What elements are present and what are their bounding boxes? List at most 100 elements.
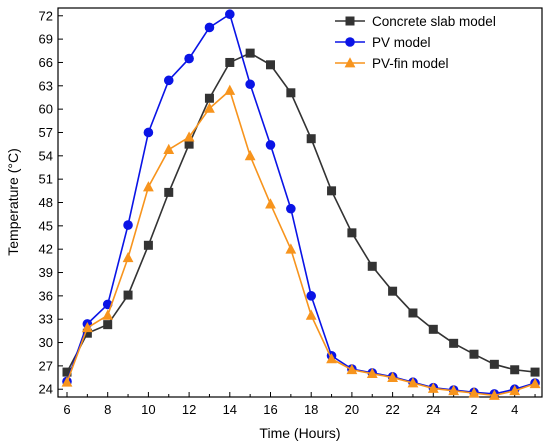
data-point (81, 321, 93, 333)
y-tick-label: 30 (39, 335, 53, 350)
data-point (123, 290, 133, 300)
data-point (449, 338, 459, 348)
y-tick-label: 42 (39, 242, 53, 257)
legend-item: PV model (335, 35, 431, 50)
x-tick-label: 2 (470, 402, 477, 417)
data-point (448, 384, 460, 396)
legend: Concrete slab model PV model PV-fin model (335, 14, 496, 71)
x-tick-label: 10 (141, 402, 155, 417)
y-tick-label: 51 (39, 172, 53, 187)
data-point (326, 353, 337, 364)
series-1 (62, 9, 540, 399)
data-point (367, 261, 377, 271)
data-point (266, 60, 275, 70)
series-line (66, 89, 536, 397)
data-point (245, 48, 255, 58)
legend-marker (344, 57, 356, 68)
y-tick-label: 33 (39, 312, 53, 327)
data-point (407, 377, 419, 388)
x-tick-label: 8 (104, 402, 111, 417)
data-point (388, 286, 398, 296)
y-tick-label: 36 (39, 288, 53, 303)
data-point (103, 320, 113, 330)
x-tick-label: 4 (511, 402, 518, 417)
x-tick-label: 22 (385, 402, 399, 417)
series-0 (62, 48, 540, 377)
plot-frame (57, 7, 543, 398)
data-point (265, 140, 276, 150)
x-tick-label: 18 (304, 402, 318, 417)
x-tick-label: 14 (223, 402, 237, 417)
x-axis: 6 8 10 12 14 16 18 20 22 24 2 4 (63, 392, 536, 417)
y-tick-label: 72 (39, 8, 53, 23)
data-point (305, 309, 317, 320)
data-point (428, 324, 438, 334)
x-axis-title: Time (Hours) (259, 425, 340, 441)
y-tick-label: 63 (39, 78, 53, 93)
data-point (102, 309, 114, 320)
y-tick-label: 54 (39, 148, 53, 163)
legend-item: PV-fin model (335, 56, 449, 71)
data-point (225, 57, 235, 67)
x-tick-label: 12 (182, 402, 196, 417)
data-point (224, 84, 236, 95)
legend-label: PV-fin model (372, 56, 449, 71)
series-2 (61, 84, 541, 400)
data-point (163, 75, 174, 86)
legend-marker (345, 16, 355, 26)
y-tick-label: 66 (39, 55, 53, 70)
data-point (347, 228, 357, 238)
data-point (184, 139, 194, 149)
legend-label: PV model (372, 35, 431, 50)
legend-marker (345, 37, 355, 47)
data-point (204, 22, 215, 33)
y-tick-label: 39 (39, 265, 53, 280)
data-point (286, 88, 296, 98)
y-tick-label: 27 (39, 358, 53, 373)
data-point (306, 291, 317, 301)
y-tick-label: 48 (39, 195, 53, 210)
data-point (529, 377, 541, 389)
x-tick-label: 20 (345, 402, 359, 417)
data-point (489, 359, 499, 369)
legend-item: Concrete slab model (335, 14, 496, 29)
data-point (204, 93, 214, 103)
data-point (184, 53, 194, 64)
data-point (306, 134, 316, 144)
y-tick-label: 60 (39, 102, 53, 117)
data-point (510, 365, 520, 375)
series-line (66, 12, 536, 395)
data-point (183, 131, 195, 142)
data-point (346, 363, 358, 375)
y-tick-label: 69 (39, 32, 53, 47)
y-tick-label: 24 (39, 382, 53, 397)
data-point (468, 387, 480, 398)
x-tick-label: 24 (426, 402, 440, 417)
data-point (285, 243, 297, 254)
data-point (327, 186, 337, 196)
x-tick-label: 16 (263, 402, 277, 417)
data-point (122, 251, 134, 263)
series-layer (61, 9, 541, 400)
data-point (164, 187, 174, 197)
data-point (286, 203, 296, 214)
y-tick-label: 57 (39, 125, 53, 140)
data-point (143, 181, 154, 192)
data-point (530, 367, 540, 377)
x-tick-label: 6 (63, 402, 70, 417)
data-point (245, 79, 255, 90)
y-tick-label: 45 (39, 218, 53, 233)
data-point (469, 349, 479, 359)
data-point (408, 308, 418, 318)
data-point (62, 367, 72, 377)
series-line (66, 52, 536, 373)
data-point (123, 220, 133, 230)
data-point (143, 240, 153, 250)
y-axis-title: Temperature (°C) (5, 148, 21, 256)
y-axis: 24 27 30 33 36 39 42 45 48 51 54 57 60 63 66 69 72 (39, 8, 63, 397)
data-point (82, 328, 92, 338)
data-point (366, 367, 378, 379)
data-point (143, 127, 154, 138)
data-point (61, 376, 73, 387)
data-point (509, 384, 521, 396)
